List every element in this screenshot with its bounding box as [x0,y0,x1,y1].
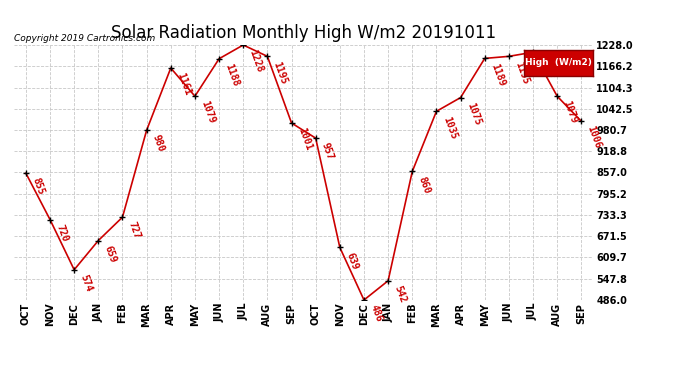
Text: 1195: 1195 [513,60,531,85]
Text: 1001: 1001 [296,126,313,152]
Text: 659: 659 [103,244,118,264]
Text: 1035: 1035 [441,115,458,140]
Title: Solar Radiation Monthly High W/m2 20191011: Solar Radiation Monthly High W/m2 201910… [111,24,496,42]
Text: 639: 639 [344,251,359,271]
Text: 1189: 1189 [489,62,506,87]
Text: 542: 542 [393,284,408,304]
Text: 1161: 1161 [175,72,193,97]
Text: 720: 720 [55,223,70,243]
Text: 1207: 1207 [538,56,555,81]
Text: 1079: 1079 [562,100,579,125]
Text: 1006: 1006 [586,125,603,150]
Text: 860: 860 [417,175,432,195]
Text: 980: 980 [151,134,166,154]
Text: 855: 855 [30,177,46,197]
Text: 1195: 1195 [272,60,289,85]
Text: 1188: 1188 [224,62,241,88]
Text: 957: 957 [320,142,335,162]
Text: 574: 574 [79,273,94,293]
Text: 486: 486 [368,303,384,323]
Text: 1228: 1228 [248,48,265,74]
Text: 1075: 1075 [465,101,482,126]
Text: Copyright 2019 Cartronics.com: Copyright 2019 Cartronics.com [14,34,155,43]
Text: 1079: 1079 [199,100,217,125]
Text: 727: 727 [127,220,142,241]
